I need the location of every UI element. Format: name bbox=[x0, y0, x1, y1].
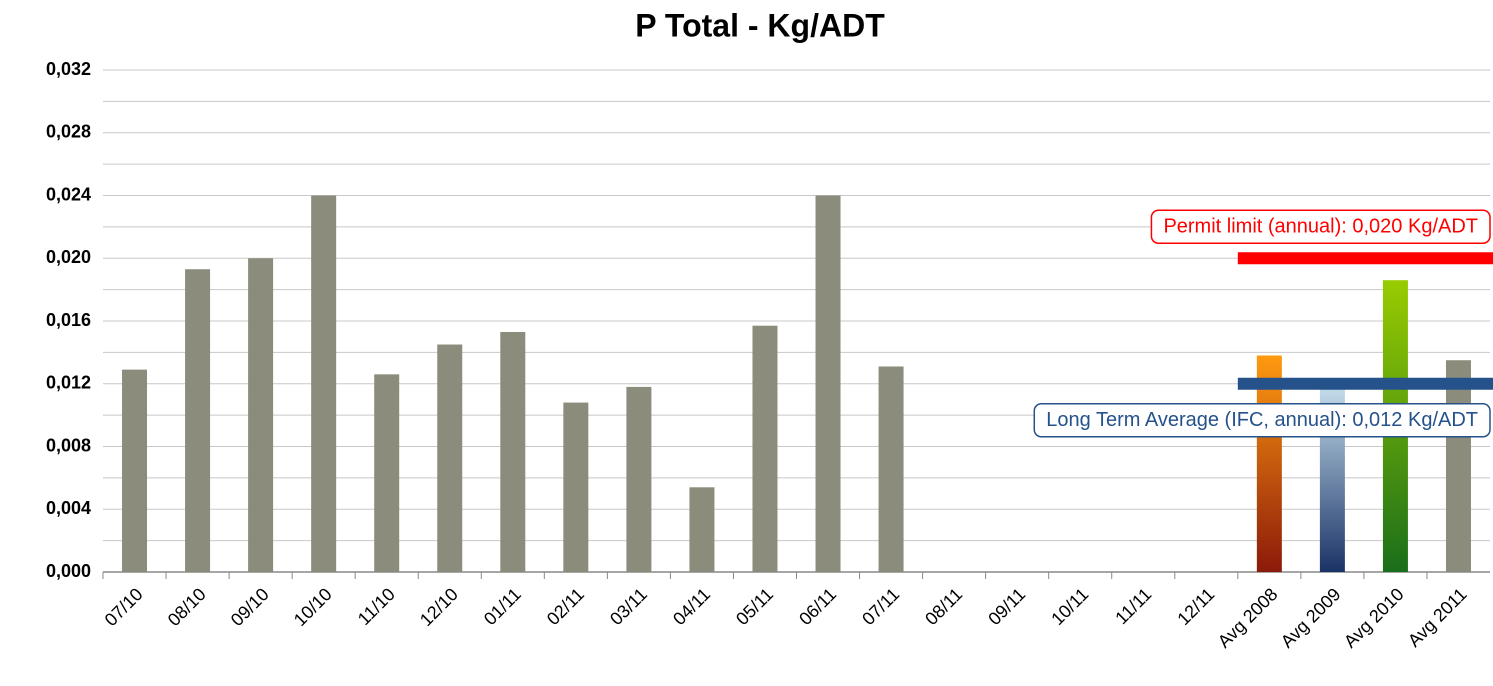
annotation-box bbox=[1150, 209, 1491, 244]
x-tick-label: Avg 2010 bbox=[1340, 584, 1408, 652]
x-tick-label: Avg 2009 bbox=[1277, 584, 1345, 652]
bar bbox=[122, 369, 148, 572]
bar bbox=[752, 325, 778, 572]
x-tick-label: 01/11 bbox=[480, 584, 525, 629]
x-tick-label: 07/10 bbox=[101, 584, 147, 630]
bar bbox=[437, 344, 463, 572]
bar bbox=[185, 269, 211, 572]
y-tick-label: 0,008 bbox=[46, 435, 91, 455]
bar bbox=[1445, 360, 1471, 572]
x-tick-label: 07/11 bbox=[858, 584, 903, 629]
bar bbox=[689, 487, 715, 572]
x-tick-label: Avg 2008 bbox=[1214, 584, 1282, 652]
bar bbox=[500, 331, 526, 572]
x-tick-label: 08/10 bbox=[164, 584, 210, 630]
bar bbox=[563, 402, 589, 572]
x-tick-label: 10/11 bbox=[1047, 584, 1092, 629]
x-tick-label: 12/10 bbox=[416, 584, 462, 630]
x-tick-label: 11/11 bbox=[1111, 584, 1155, 628]
x-tick-label: 09/10 bbox=[227, 584, 273, 630]
annotation: Long Term Average (IFC, annual): 0,012 K… bbox=[1046, 409, 1478, 431]
bar bbox=[248, 258, 274, 572]
x-tick-label: 11/10 bbox=[354, 584, 399, 629]
y-tick-label: 0,024 bbox=[46, 184, 91, 204]
bar bbox=[815, 195, 841, 572]
annotation: Permit limit (annual): 0,020 Kg/ADT bbox=[1163, 216, 1478, 238]
y-tick-label: 0,032 bbox=[46, 59, 91, 79]
y-tick-label: 0,020 bbox=[46, 247, 91, 267]
bar bbox=[1256, 355, 1282, 572]
bar bbox=[374, 374, 400, 572]
x-tick-label: 03/11 bbox=[606, 584, 651, 629]
x-tick-label: 12/11 bbox=[1173, 584, 1218, 629]
y-tick-label: 0,028 bbox=[46, 122, 91, 142]
bar bbox=[878, 366, 904, 572]
x-tick-label: 08/11 bbox=[921, 584, 966, 629]
x-tick-label: 06/11 bbox=[795, 584, 840, 629]
x-tick-label: 04/11 bbox=[669, 584, 714, 629]
x-tick-label: 10/10 bbox=[290, 584, 336, 630]
bar bbox=[311, 195, 337, 572]
bar bbox=[626, 386, 652, 572]
y-tick-label: 0,012 bbox=[46, 373, 91, 393]
x-tick-label: Avg 2011 bbox=[1404, 584, 1471, 651]
chart-title: P Total - Kg/ADT bbox=[635, 7, 885, 43]
x-tick-label: 09/11 bbox=[984, 584, 1029, 629]
x-tick-label: 05/11 bbox=[732, 584, 777, 629]
y-tick-label: 0,016 bbox=[46, 310, 91, 330]
y-tick-label: 0,000 bbox=[46, 561, 91, 581]
x-tick-label: 02/11 bbox=[543, 584, 588, 629]
annotation-box bbox=[1033, 403, 1491, 438]
y-tick-label: 0,004 bbox=[46, 498, 91, 518]
